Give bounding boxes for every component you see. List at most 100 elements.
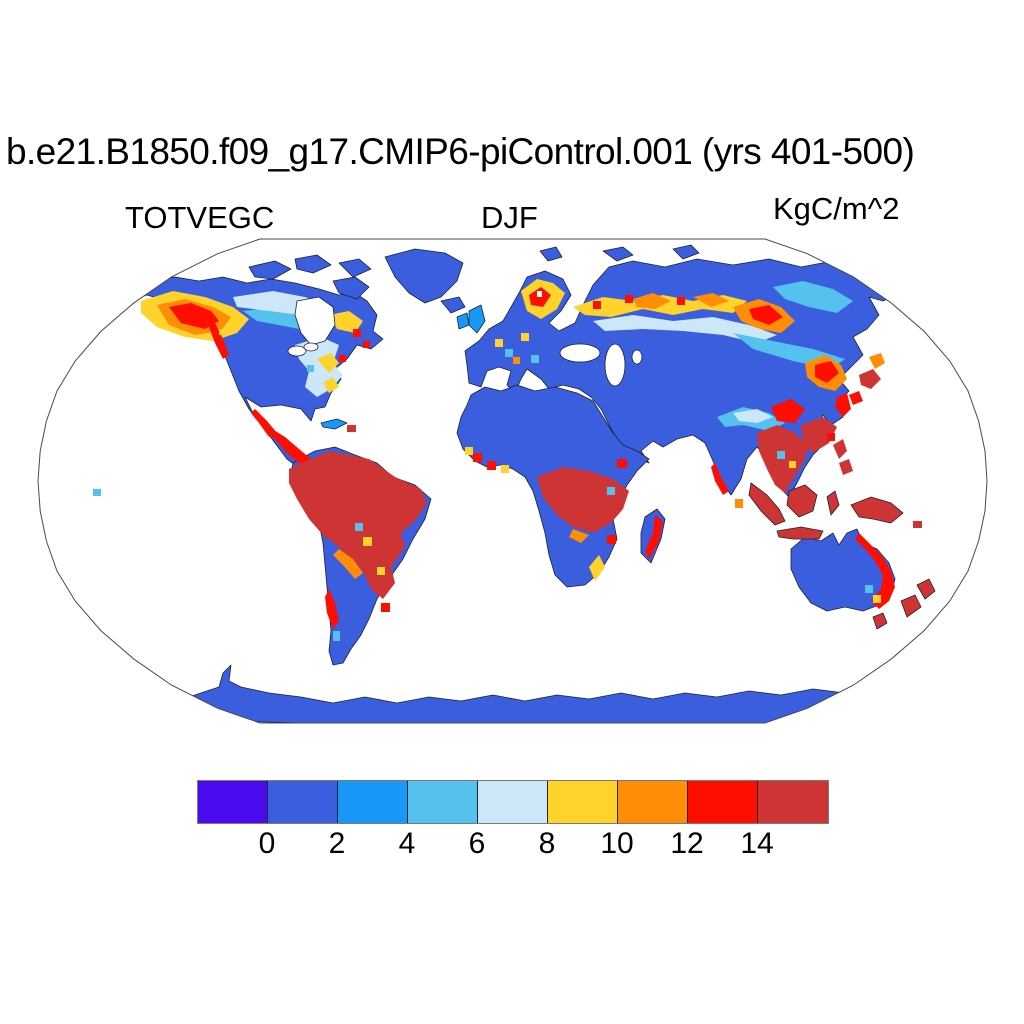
colorbar-segment-10-12	[618, 781, 688, 823]
colorbar-segment-0-2	[268, 781, 338, 823]
region-taiga-orange-patch	[633, 293, 671, 309]
region-pacific-northwest-red	[203, 313, 229, 359]
region-yunnan-red	[771, 399, 805, 423]
region-east-australia-red	[855, 533, 895, 609]
region-east-africa-cyan	[607, 487, 615, 495]
colorbar-segment-lt0	[198, 781, 268, 823]
region-taiga-red-speck	[625, 295, 633, 303]
region-pnw-gold-speck	[219, 329, 225, 335]
region-east-canada-red-speck	[363, 341, 370, 348]
sea-aral	[631, 349, 643, 365]
region-western-ghats-red	[711, 463, 729, 495]
region-tasmania-red	[872, 612, 888, 630]
region-borneo	[786, 484, 818, 518]
lake-great-lakes	[303, 342, 319, 352]
region-europe-gold-speck	[521, 333, 529, 341]
region-alps-orange-speck	[513, 357, 520, 364]
region-south-chile-red	[325, 589, 339, 629]
region-fiji-red	[913, 521, 922, 528]
colorbar-segment-2-4	[338, 781, 408, 823]
region-east-siberia-red	[749, 305, 783, 325]
region-philippines-red	[839, 459, 853, 475]
landmass-arctic-russia-islands	[672, 244, 700, 260]
colorbar-segments	[198, 781, 828, 823]
region-himalaya-pale	[733, 409, 773, 423]
landmass-arctic-russia-islands	[602, 246, 634, 262]
region-japan-kyushu	[849, 391, 863, 405]
robinson-map-svg	[37, 238, 988, 724]
colorbar-segment-gt14	[758, 781, 828, 823]
colorbar-ticks: 0 2 4 6 8 10 12 14	[197, 827, 827, 863]
region-indochina-gold-speck	[789, 461, 796, 468]
colorbar-segment-8-10	[548, 781, 618, 823]
region-indochina-cyan-speck	[777, 451, 785, 459]
region-new-zealand-north	[916, 578, 936, 600]
region-new-zealand-south	[900, 594, 922, 618]
region-south-china-red	[801, 417, 837, 453]
region-new-guinea	[850, 496, 904, 524]
region-amazon-orange-fringe	[333, 549, 363, 579]
region-scandinavia-lake-white	[537, 291, 542, 297]
colorbar-segment-12-14	[688, 781, 758, 823]
region-brazil-red-speck	[381, 603, 390, 612]
region-amazon-gold-speck	[363, 537, 372, 546]
colorbar-tick-label: 8	[538, 827, 556, 860]
region-sri-lanka-orange	[735, 499, 743, 508]
units-label: KgC/m^2	[773, 191, 900, 226]
world-map	[33, 237, 991, 729]
variable-label: TOTVEGC	[125, 200, 275, 235]
region-taiwan-red	[827, 433, 835, 441]
region-hispaniola-red	[347, 425, 356, 432]
region-taiga-orange-patch	[693, 293, 729, 307]
colorbar-segment-4-6	[408, 781, 478, 823]
region-east-australia-gold	[873, 595, 881, 603]
sea-hudson-bay	[294, 296, 336, 346]
region-madagascar-red	[645, 515, 663, 559]
map-projection-outline	[37, 238, 988, 724]
region-congo-orange-fringe	[569, 529, 589, 543]
region-japan-honshu	[859, 369, 881, 389]
region-ethiopia-red	[617, 459, 627, 468]
landmass-greenland	[384, 248, 464, 304]
region-europe-gold-speck	[495, 339, 503, 347]
region-hawaii-cyan	[93, 489, 101, 496]
region-guinea-coast-red	[473, 453, 482, 462]
landmass-cuba	[320, 418, 348, 430]
region-manchuria-red	[815, 361, 839, 383]
colorbar-tick-label: 12	[670, 827, 704, 860]
sea-caspian	[604, 343, 626, 387]
region-japan-hokkaido	[869, 353, 885, 369]
region-congo-red	[537, 467, 629, 533]
region-guinea-coast-red	[487, 461, 496, 470]
region-taiga-red-speck	[593, 301, 601, 309]
region-europe-cyan-speck	[505, 349, 513, 357]
region-sulawesi	[826, 490, 840, 516]
landmass-iceland	[440, 296, 466, 314]
colorbar-segment-6-8	[478, 781, 548, 823]
colorbar-tick-label: 6	[468, 827, 486, 860]
region-guinea-coast-gold	[501, 465, 509, 473]
region-ne-siberia-cyan	[773, 281, 853, 313]
landmass-svalbard	[539, 246, 563, 262]
colorbar	[197, 780, 829, 824]
figure-title: b.e21.B1850.f09_g17.CMIP6-piControl.001 …	[6, 131, 915, 172]
lake-great-lakes	[287, 345, 307, 357]
colorbar-tick-label: 4	[398, 827, 416, 860]
region-java	[776, 526, 824, 540]
region-philippines-red	[833, 439, 847, 459]
colorbar-tick-label: 10	[600, 827, 634, 860]
season-label: DJF	[481, 200, 538, 235]
landmass-arctic-islands	[294, 254, 332, 274]
landmass-britain	[468, 304, 486, 334]
region-europe-cyan-speck	[531, 355, 539, 363]
landmass-arctic-islands	[248, 260, 292, 280]
landmass-antarctica	[128, 664, 908, 723]
region-east-coast-red-speck	[339, 355, 346, 362]
region-mozambique-red	[607, 535, 616, 544]
region-amazon-cyan-speck	[355, 523, 363, 531]
region-taiga-pale-band	[593, 315, 777, 343]
region-west-mexico-red	[251, 409, 277, 437]
colorbar-tick-label: 2	[328, 827, 346, 860]
landmass-baffin	[332, 276, 370, 300]
